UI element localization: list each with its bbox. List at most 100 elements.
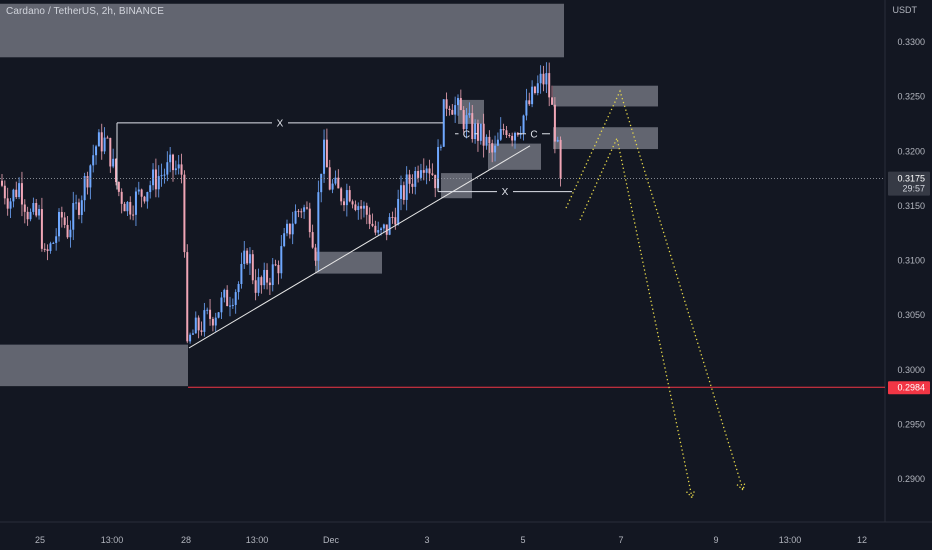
candle-body (177, 164, 180, 169)
candle-body (260, 277, 263, 286)
candle-body (496, 139, 499, 146)
candle-body (194, 317, 197, 334)
candle-body (505, 130, 508, 135)
candle-body (43, 248, 46, 250)
candle-body (536, 83, 539, 93)
candle-body (132, 214, 135, 216)
candle-body (545, 73, 548, 85)
candle-body (388, 216, 391, 235)
candle-body (391, 216, 394, 218)
candle-body (337, 177, 340, 189)
zone-rect (553, 85, 658, 107)
candle-body (431, 173, 434, 175)
candle-body (303, 207, 306, 212)
candle-body (382, 224, 385, 229)
candle-body (380, 228, 383, 231)
candle-body (325, 139, 328, 168)
candle-body (542, 73, 545, 85)
candle-body (437, 147, 440, 189)
candle-body (86, 176, 89, 188)
candle-body (1, 180, 3, 186)
x-tick-label: 25 (35, 535, 45, 545)
candle-body (434, 174, 437, 189)
candle-body (408, 174, 411, 184)
candle-body (451, 109, 454, 115)
candle-body (411, 183, 414, 187)
candle-body (211, 318, 214, 326)
candle-body (385, 224, 388, 235)
candle-body (522, 115, 525, 134)
x-tick-label: 13:00 (101, 535, 124, 545)
candle-body (226, 289, 229, 306)
annotation-label: X (502, 187, 509, 198)
candle-body (40, 209, 43, 249)
symbol-title[interactable]: Cardano / TetherUS, 2h, BINANCE (6, 6, 164, 17)
candle-body (417, 171, 420, 178)
candle-body (257, 277, 260, 293)
candle-body (499, 129, 502, 140)
candle-body (462, 110, 465, 130)
candle-body (38, 209, 41, 216)
candle-body (206, 309, 209, 311)
candle-body (362, 205, 365, 209)
candle-body (149, 185, 152, 193)
candle-body (457, 98, 459, 106)
candle-body (511, 135, 514, 141)
annotation-label: C (530, 129, 537, 140)
candle-body (405, 174, 408, 200)
candle-body (229, 305, 231, 307)
candle-body (297, 210, 300, 212)
candle-body (377, 230, 380, 233)
candle-body (115, 158, 117, 183)
candle-body (485, 136, 488, 146)
candle-body (539, 73, 542, 84)
candle-body (248, 254, 251, 264)
candle-body (72, 203, 75, 230)
current-price-badge (888, 171, 930, 196)
candle-body (266, 269, 269, 283)
candle-body (445, 99, 448, 109)
candle-body (217, 312, 220, 318)
candle-body (508, 134, 511, 136)
candle-body (343, 201, 345, 206)
candle-body (134, 191, 137, 215)
candle-body (26, 211, 29, 220)
candle-body (548, 73, 551, 98)
candle-body (556, 139, 559, 142)
candle-body (137, 189, 140, 192)
projection-arrowhead (736, 482, 746, 492)
candle-body (494, 145, 497, 153)
projection-path (565, 89, 744, 491)
candle-body (246, 250, 249, 264)
candle-body (234, 292, 237, 305)
candle-body (320, 173, 323, 193)
candle-body (169, 154, 172, 163)
candle-body (357, 206, 360, 210)
y-tick-label: 0.3000 (897, 365, 925, 375)
candle-body (479, 123, 482, 141)
candle-body (283, 233, 286, 247)
y-tick-label: 0.3250 (897, 92, 925, 102)
candle-body (55, 236, 58, 243)
candle-body (471, 113, 474, 140)
current-price-label: 0.3175 (897, 174, 925, 184)
candle-body (425, 168, 428, 173)
candle-body (157, 176, 160, 190)
projection-path (579, 136, 693, 498)
y-tick-label: 0.3300 (897, 37, 925, 47)
candle-body (491, 143, 494, 153)
candle-body (474, 123, 477, 140)
candle-body (140, 189, 143, 197)
candle-body (533, 86, 536, 93)
candle-body (243, 250, 246, 264)
candle-body (277, 265, 280, 274)
annotation-label: X (277, 118, 284, 129)
candle-body (237, 284, 240, 293)
candle-body (100, 132, 103, 152)
candle-body (354, 204, 357, 210)
x-tick-label: 12 (857, 535, 867, 545)
candle-body (525, 100, 528, 116)
candle-body (20, 183, 23, 205)
